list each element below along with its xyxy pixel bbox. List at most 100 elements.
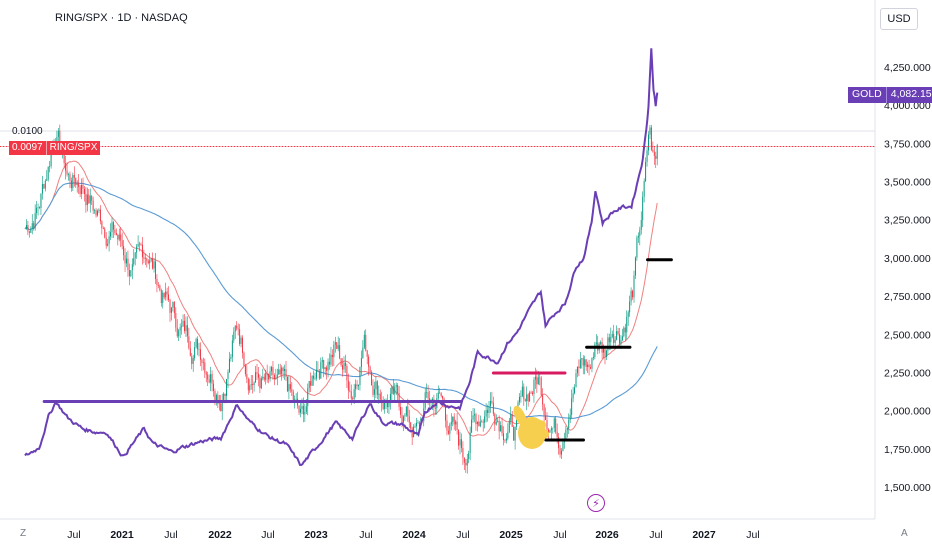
candle-body (608, 337, 610, 343)
candle-body (447, 430, 449, 434)
candle-body (568, 419, 570, 429)
zoom-left-button[interactable]: Z (20, 528, 27, 539)
auto-scale-button[interactable]: A (901, 528, 908, 539)
candle-body (650, 127, 652, 150)
y-tick-label: 2,500.000 (884, 329, 931, 341)
candle-body (239, 329, 241, 344)
candle-body (588, 364, 590, 368)
candle-body (202, 362, 204, 364)
candle-body (127, 258, 129, 271)
candle-body (365, 334, 367, 351)
candle-body (426, 392, 428, 393)
candle-body (281, 367, 283, 375)
candle-body (124, 255, 126, 264)
candle-body (262, 376, 264, 379)
candle-body (621, 336, 623, 340)
candle-body (141, 244, 143, 258)
candle-body (472, 415, 474, 420)
candle-body (333, 344, 335, 358)
candle-body (585, 359, 587, 367)
candle-body (99, 209, 101, 222)
candle-body (479, 421, 481, 427)
candle-body (494, 413, 496, 425)
x-tick-label: 2021 (110, 529, 134, 541)
x-tick-label: Jul (456, 529, 469, 541)
candle-body (195, 338, 197, 348)
candle-body (37, 207, 39, 208)
lightning-icon[interactable]: ⚡ (587, 494, 605, 512)
candle-body (208, 379, 210, 383)
candle-body (417, 422, 419, 424)
x-tick-label: Jul (553, 529, 566, 541)
candle-body (603, 348, 605, 353)
candle-body (263, 376, 265, 380)
candle-body (556, 432, 558, 438)
candle-body (30, 228, 32, 233)
candle-body (79, 186, 81, 194)
candle-body (405, 406, 407, 416)
candle-body (576, 366, 578, 374)
candle-body (350, 391, 352, 399)
candle-body (623, 327, 625, 337)
candle-body (176, 327, 178, 337)
candle-body (184, 320, 185, 332)
candle-body (656, 145, 658, 159)
candle-body (543, 404, 545, 416)
candle-body (65, 163, 67, 171)
candle-body (642, 196, 644, 221)
candle-body (408, 416, 410, 423)
chart-title: RING/SPX · 1D · NASDAQ (55, 12, 188, 24)
candle-body (153, 261, 155, 269)
candle-body (643, 181, 645, 197)
candle-body (584, 359, 586, 366)
candle-body (111, 222, 113, 233)
candle-body (160, 290, 162, 303)
candle-body (482, 421, 484, 423)
candle-body (558, 437, 560, 448)
candle-body (392, 386, 394, 394)
candle-body (389, 394, 391, 403)
candle-body (237, 328, 239, 330)
candle-body (566, 428, 568, 430)
candle-body (372, 385, 374, 395)
candle-body (616, 331, 618, 340)
candle-body (455, 421, 457, 425)
candle-body (159, 285, 161, 291)
candle-body (47, 166, 49, 180)
candle-body (81, 185, 83, 194)
candle-body (211, 374, 213, 384)
ratio-badge-value: 0.0097 (9, 141, 47, 155)
candle-body (43, 183, 45, 189)
candle-body (59, 130, 61, 148)
candle-body (146, 258, 148, 261)
candle-body (175, 313, 177, 328)
candle-body (458, 430, 460, 446)
candle-body (260, 378, 262, 389)
annotations (0, 145, 876, 442)
candle-body (114, 229, 116, 233)
candle-body (246, 374, 248, 380)
candle-body (207, 374, 209, 380)
candle-body (144, 258, 146, 259)
candle-body (394, 386, 396, 394)
candle-body (562, 442, 564, 451)
candle-body (255, 372, 257, 383)
candle-body (414, 426, 416, 427)
candle-body (379, 393, 381, 400)
candle-body (250, 384, 252, 386)
candle-body (205, 372, 207, 375)
candle-body (166, 291, 168, 295)
candle-body (194, 347, 196, 359)
currency-button[interactable]: USD (880, 8, 918, 30)
candle-body (382, 403, 384, 409)
y-tick-label: 3,750.000 (884, 138, 931, 150)
y-tick-label: 4,000.000 (884, 100, 931, 112)
y-tick-label: 3,000.000 (884, 253, 931, 265)
candle-body (481, 421, 483, 423)
candle-body (143, 257, 145, 259)
candle-body (140, 243, 142, 245)
candle-body (294, 399, 296, 401)
candle-body (505, 438, 507, 441)
candle-body (620, 339, 622, 344)
